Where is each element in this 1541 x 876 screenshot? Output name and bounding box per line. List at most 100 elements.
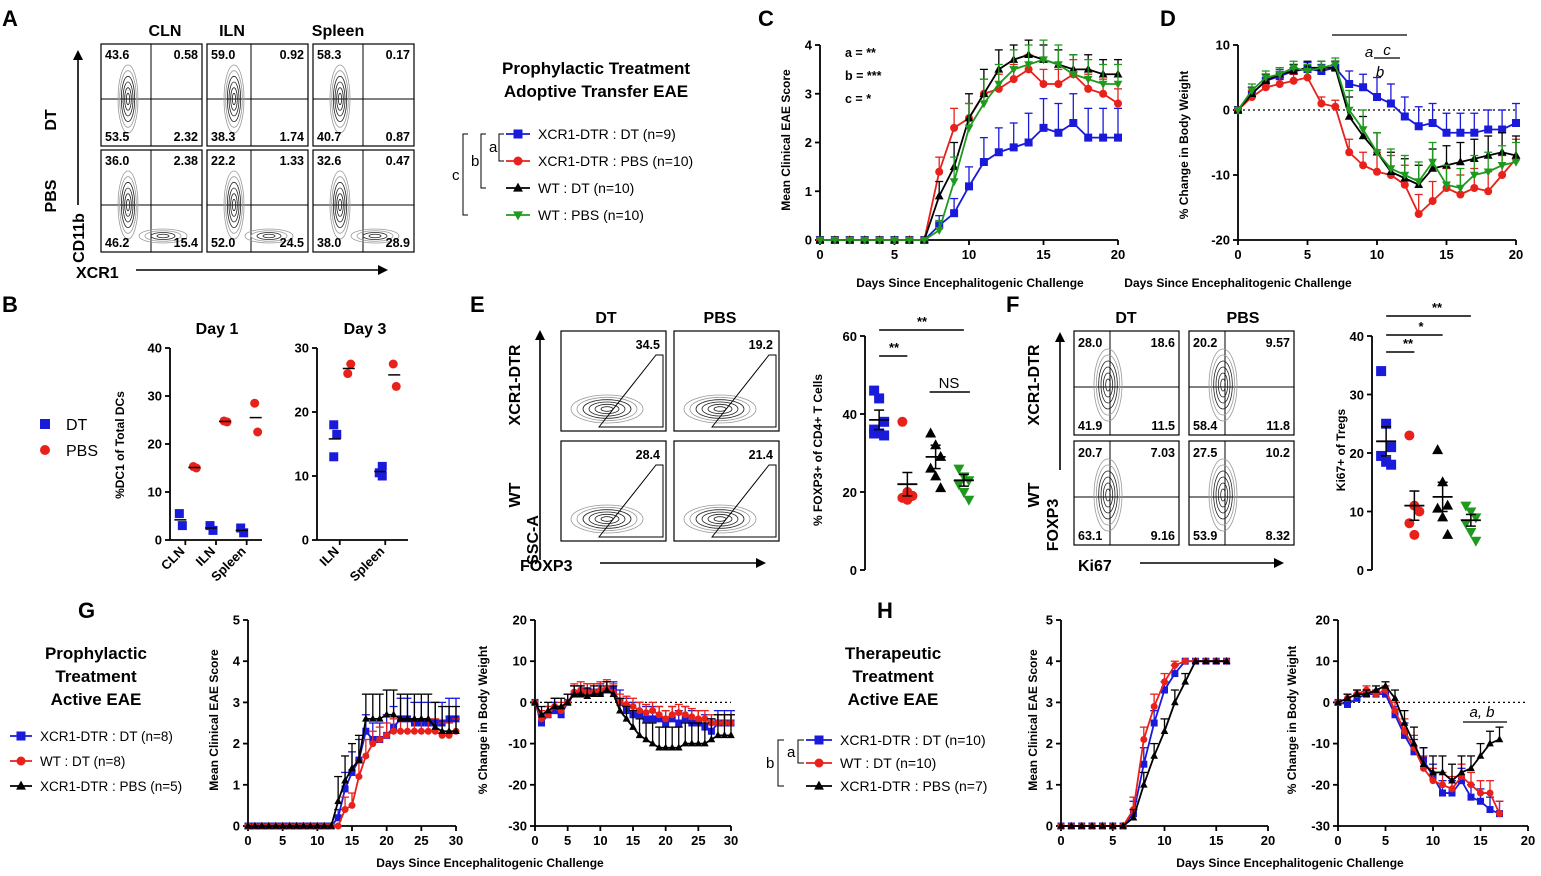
x-tick-label: 0: [1057, 833, 1064, 848]
data-point: [1077, 821, 1086, 829]
y-tick-label: 0: [233, 819, 240, 834]
contour-line: [228, 81, 240, 117]
data-point: [1456, 128, 1465, 137]
y-tick-label: -20: [1311, 777, 1330, 792]
data-point: [930, 439, 942, 450]
data-point: [1437, 476, 1449, 487]
data-point: [1009, 75, 1018, 84]
data-point: [570, 689, 579, 697]
data-point: [935, 450, 947, 461]
flow-plot-pbs-cln: 36.0 2.38 46.2 15.4: [100, 149, 203, 253]
data-point: [417, 714, 426, 722]
x-tick-label: 30: [724, 833, 738, 848]
gate: [597, 464, 664, 538]
data-point: [341, 806, 349, 814]
data-point: [636, 711, 644, 719]
data-point: [675, 709, 683, 717]
data-point: [616, 706, 624, 714]
data-point: [1261, 74, 1271, 83]
c-stat-a: a = **: [845, 46, 876, 60]
quadrant-ll: 53.9: [1193, 529, 1217, 543]
contour-line: [350, 228, 400, 244]
plot-frame: [1073, 330, 1180, 436]
legend-entry: WT : DT (n=8): [10, 754, 125, 769]
data-point: [1222, 657, 1231, 664]
data-point: [1470, 536, 1482, 547]
x-arrow-head: [756, 558, 766, 568]
y-tick-label: 0: [850, 563, 857, 578]
contour-line: [588, 401, 626, 417]
data-point: [1467, 781, 1475, 789]
data-point: [930, 470, 942, 481]
y-tick-label: 4: [1046, 654, 1054, 669]
f-x-label: Ki67: [1078, 558, 1112, 575]
data-point: [341, 776, 349, 784]
contour-line: [225, 176, 243, 234]
data-point: [1009, 66, 1019, 75]
data-point: [334, 797, 342, 805]
series-1: [1057, 657, 1231, 830]
data-point: [953, 480, 965, 491]
x-tick-label: 0: [531, 833, 538, 848]
contour-line: [1093, 348, 1123, 422]
data-point: [1098, 80, 1108, 89]
contour-line: [1100, 476, 1116, 514]
contour-line: [122, 187, 134, 223]
data-point: [935, 167, 944, 176]
data-point: [1083, 75, 1093, 84]
data-point: [1414, 178, 1424, 187]
contour-line: [332, 181, 348, 229]
contour-line: [689, 396, 751, 422]
data-point: [648, 739, 657, 747]
data-point: [965, 182, 973, 191]
chart-h-body-weight: -30 -20 -10 0 10 20 0 5 10 15 20: [1311, 613, 1535, 849]
legend-entry: XCR1-DTR : DT (n=10): [806, 732, 986, 748]
quadrant-ul: 59.0: [211, 48, 235, 62]
data-point: [1113, 80, 1123, 89]
data-point: [362, 752, 370, 760]
bracket-label: c: [452, 167, 460, 184]
series-3: [815, 39, 1123, 245]
data-point: [362, 714, 370, 722]
data-point: [236, 523, 246, 533]
x-tick-label: 5: [891, 247, 898, 262]
data-point: [1404, 430, 1415, 441]
data-point: [383, 731, 391, 739]
data-point: [958, 488, 970, 498]
data-point: [174, 509, 184, 519]
data-point: [438, 727, 446, 735]
series-line: [1337, 684, 1500, 782]
data-point: [1498, 125, 1507, 134]
data-point: [355, 755, 363, 763]
series-3: [1233, 57, 1521, 193]
contour-line: [144, 230, 182, 242]
data-point: [860, 236, 870, 245]
data-point: [681, 715, 689, 723]
legend-label: XCR1-DTR : DT (n=9): [538, 126, 676, 142]
data-point: [368, 714, 377, 722]
legend-label: WT : DT (n=10): [840, 755, 936, 771]
y-tick-label: 0: [302, 533, 309, 548]
e-flow-plot: 34.5: [560, 330, 667, 432]
data-point: [1400, 180, 1409, 189]
bracket-label: a: [787, 744, 796, 761]
contour-line: [329, 64, 351, 134]
data-point: [925, 462, 937, 473]
data-point: [424, 714, 433, 722]
panel-letter-c: C: [758, 6, 774, 31]
y-tick-label: 0: [1046, 819, 1053, 834]
data-point: [334, 814, 342, 822]
data-point: [1353, 694, 1361, 702]
data-point: [603, 685, 611, 693]
data-point: [417, 727, 425, 735]
quadrant-ur: 0.17: [386, 48, 410, 62]
gate-value: 19.2: [749, 338, 773, 352]
data-point: [681, 711, 689, 719]
contour-line: [695, 399, 745, 419]
series-2: [531, 681, 735, 751]
bracket-label: b: [471, 153, 479, 170]
contour-line: [230, 87, 238, 111]
data-point: [1483, 168, 1493, 177]
y-tick-label: -20: [1211, 233, 1230, 248]
